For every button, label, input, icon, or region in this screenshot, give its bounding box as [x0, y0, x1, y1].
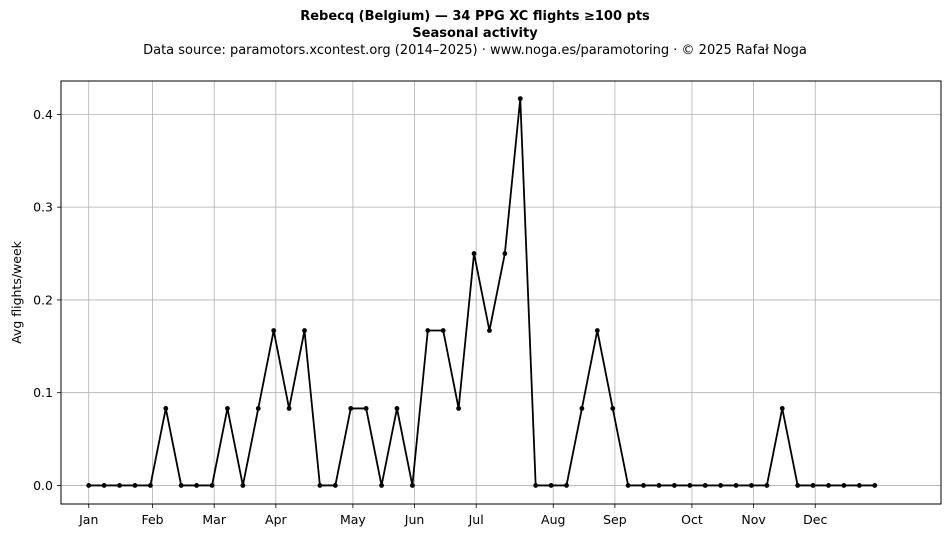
data-point	[856, 483, 862, 488]
data-point	[487, 328, 492, 333]
data-point	[409, 483, 415, 488]
data-point	[733, 483, 739, 488]
data-point	[517, 96, 523, 102]
chart-title-line2: Seasonal activity	[412, 26, 538, 41]
y-axis-label: Avg flights/week	[9, 240, 24, 344]
ticks-layer: Jan Feb Mar Apr May Jun Jul Aug Sep Oct Nov Dec 0.0 0…	[33, 107, 827, 527]
data-point	[363, 406, 369, 411]
y-tick-label: 0.2	[33, 292, 53, 307]
data-point	[841, 483, 847, 488]
data-point	[826, 483, 831, 488]
data-point	[240, 483, 246, 488]
x-tick-label: Sep	[603, 512, 627, 527]
data-point	[271, 328, 277, 333]
data-point	[225, 406, 230, 411]
data-point	[101, 483, 107, 488]
data-point	[579, 406, 585, 411]
data-point	[795, 483, 801, 488]
y-tick-label: 0.1	[33, 385, 53, 400]
data-point	[394, 406, 400, 411]
data-point	[548, 483, 554, 488]
data-point	[810, 483, 816, 488]
data-point	[671, 483, 677, 488]
data-point	[656, 483, 662, 488]
x-tick-label: Apr	[265, 512, 287, 527]
data-point	[471, 251, 477, 256]
x-tick-label: Jul	[468, 512, 484, 527]
data-point	[456, 406, 462, 411]
y-tick-label: 0.3	[33, 200, 53, 215]
data-point	[117, 483, 122, 488]
data-point	[147, 483, 153, 488]
data-point	[610, 406, 616, 411]
x-tick-label: Jun	[404, 512, 425, 527]
data-point	[533, 483, 539, 488]
data-point	[317, 483, 323, 488]
data-point	[440, 328, 446, 333]
data-point	[779, 406, 785, 411]
x-tick-label: Aug	[541, 512, 565, 527]
data-point	[194, 483, 200, 488]
data-point	[702, 483, 708, 488]
data-point	[255, 406, 261, 411]
data-point	[163, 406, 169, 411]
y-tick-label: 0.4	[33, 107, 53, 122]
data-point	[641, 483, 646, 488]
data-point	[286, 406, 292, 411]
data-point	[502, 251, 508, 256]
y-tick-label: 0.0	[33, 478, 53, 493]
x-tick-label: Oct	[681, 512, 703, 527]
data-point	[687, 483, 693, 488]
series-layer	[86, 96, 878, 488]
plot-frame	[60, 80, 942, 505]
x-tick-label: Dec	[803, 512, 827, 527]
data-point	[749, 483, 754, 488]
data-point	[425, 328, 431, 333]
series-line	[88, 97, 875, 487]
data-point	[132, 483, 138, 488]
x-tick-label: Feb	[141, 512, 163, 527]
data-point	[564, 483, 569, 488]
chart-title: Rebecq (Belgium) — 34 PPG XC flights ≥10…	[300, 9, 650, 24]
data-point	[718, 483, 724, 488]
data-point	[594, 328, 600, 333]
data-point	[625, 483, 631, 488]
data-point	[178, 483, 184, 488]
data-point	[332, 483, 338, 488]
data-point	[209, 483, 215, 488]
data-point	[379, 483, 384, 488]
grid	[61, 81, 941, 504]
x-tick-label: Jan	[78, 512, 98, 527]
x-tick-label: May	[340, 512, 366, 527]
data-point	[302, 328, 307, 333]
data-point	[86, 483, 92, 488]
x-tick-label: Mar	[202, 512, 226, 527]
data-point	[348, 406, 354, 411]
chart-subtitle: Data source: paramotors.xcontest.org (20…	[143, 43, 807, 58]
data-point	[872, 483, 878, 488]
data-point	[764, 483, 770, 488]
x-tick-label: Nov	[741, 512, 766, 527]
